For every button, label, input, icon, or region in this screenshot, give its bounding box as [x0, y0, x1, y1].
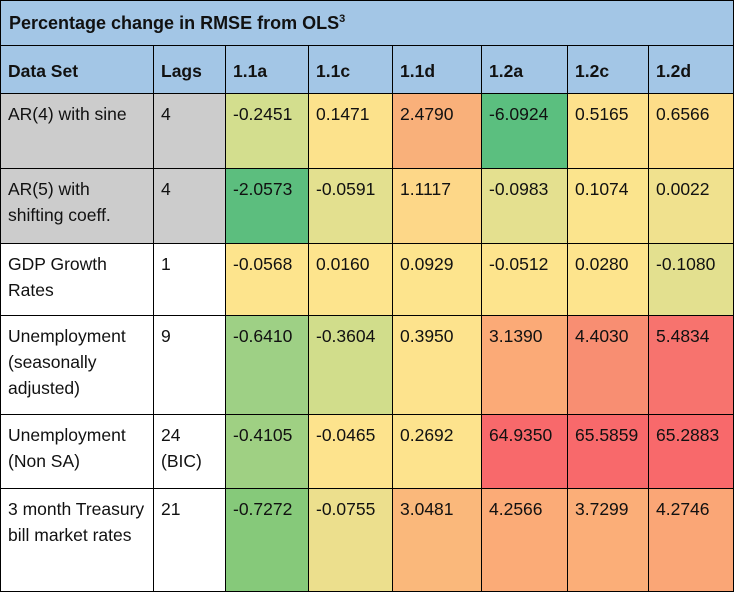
table-row: AR(4) with sine 4 -0.2451 0.1471 2.4790 -6.09… [0, 93, 734, 169]
value-cell: 4.2746 [647, 488, 734, 592]
value-cell: -0.0512 [481, 243, 568, 316]
table-row: Unemployment (seasonally adjusted) 9 -0.64… [0, 315, 734, 415]
column-header-dataset: Data Set [0, 45, 154, 94]
value-cell: -0.3604 [308, 315, 393, 415]
value-cell: -0.6410 [225, 315, 309, 415]
value-cell: 65.5859 [567, 414, 649, 489]
dataset-cell: AR(4) with sine [0, 93, 154, 169]
value-cell: 0.6566 [647, 93, 734, 169]
value-cell: 5.4834 [647, 315, 734, 415]
table-row: 3 month Treasury bill market rates 21 -0.7… [0, 488, 734, 592]
dataset-cell: Unemployment (Non SA) [0, 414, 154, 489]
value-cell: -0.0755 [308, 488, 393, 592]
lags-cell: 21 [153, 488, 226, 592]
value-cell: 65.2883 [647, 414, 734, 489]
value-cell: -0.0591 [308, 168, 393, 244]
value-cell: 2.4790 [392, 93, 482, 169]
value-cell: 3.7299 [567, 488, 649, 592]
dataset-cell: AR(5) with shifting coeff. [0, 168, 154, 244]
value-cell: -0.0568 [225, 243, 309, 316]
value-cell: -0.0983 [481, 168, 568, 244]
value-cell: 4.2566 [481, 488, 568, 592]
value-cell: -0.7272 [225, 488, 309, 592]
column-header-1-2a: 1.2a [481, 45, 568, 94]
lags-cell: 9 [153, 315, 226, 415]
value-cell: 4.4030 [567, 315, 649, 415]
value-cell: 3.0481 [392, 488, 482, 592]
dataset-cell: 3 month Treasury bill market rates [0, 488, 154, 592]
value-cell: 0.5165 [567, 93, 649, 169]
column-header-1-1a: 1.1a [225, 45, 309, 94]
table-row: AR(5) with shifting coeff. 4 -2.0573 -0.059… [0, 168, 734, 244]
value-cell: -0.4105 [225, 414, 309, 489]
lags-cell: 24 (BIC) [153, 414, 226, 489]
value-cell: 0.2692 [392, 414, 482, 489]
value-cell: -0.2451 [225, 93, 309, 169]
value-cell: 0.0160 [308, 243, 393, 316]
value-cell: 0.1471 [308, 93, 393, 169]
value-cell: 0.0022 [647, 168, 734, 244]
column-header-1-1d: 1.1d [392, 45, 482, 94]
value-cell: 0.0280 [567, 243, 649, 316]
dataset-cell: GDP Growth Rates [0, 243, 154, 316]
value-cell: 0.1074 [567, 168, 649, 244]
value-cell: 1.1117 [392, 168, 482, 244]
value-cell: -2.0573 [225, 168, 309, 244]
header-row: Data Set Lags 1.1a 1.1c 1.1d 1.2a 1.2c 1… [0, 45, 734, 94]
value-cell: 64.9350 [481, 414, 568, 489]
column-header-1-2c: 1.2c [567, 45, 649, 94]
column-header-1-1c: 1.1c [308, 45, 393, 94]
column-header-lags: Lags [153, 45, 226, 94]
lags-cell: 4 [153, 168, 226, 244]
dataset-cell: Unemployment (seasonally adjusted) [0, 315, 154, 415]
column-header-1-2d: 1.2d [647, 45, 734, 94]
table-row: GDP Growth Rates 1 -0.0568 0.0160 0.0929 -0.0… [0, 243, 734, 316]
value-cell: 0.0929 [392, 243, 482, 316]
value-cell: -6.0924 [481, 93, 568, 169]
table-title-cell: Percentage change in RMSE from OLS3 [0, 0, 734, 46]
lags-cell: 1 [153, 243, 226, 316]
table-title: Percentage change in RMSE from OLS [9, 13, 340, 33]
title-row: Percentage change in RMSE from OLS3 [0, 0, 734, 46]
table-body: AR(4) with sine 4 -0.2451 0.1471 2.4790 -6.09… [0, 93, 734, 592]
value-cell: 3.1390 [481, 315, 568, 415]
table-row: Unemployment (Non SA) 24 (BIC) -0.4105 -0.0… [0, 414, 734, 489]
value-cell: -0.1080 [647, 243, 734, 316]
title-footnote-marker: 3 [339, 13, 346, 25]
lags-cell: 4 [153, 93, 226, 169]
value-cell: 0.3950 [392, 315, 482, 415]
value-cell: -0.0465 [308, 414, 393, 489]
